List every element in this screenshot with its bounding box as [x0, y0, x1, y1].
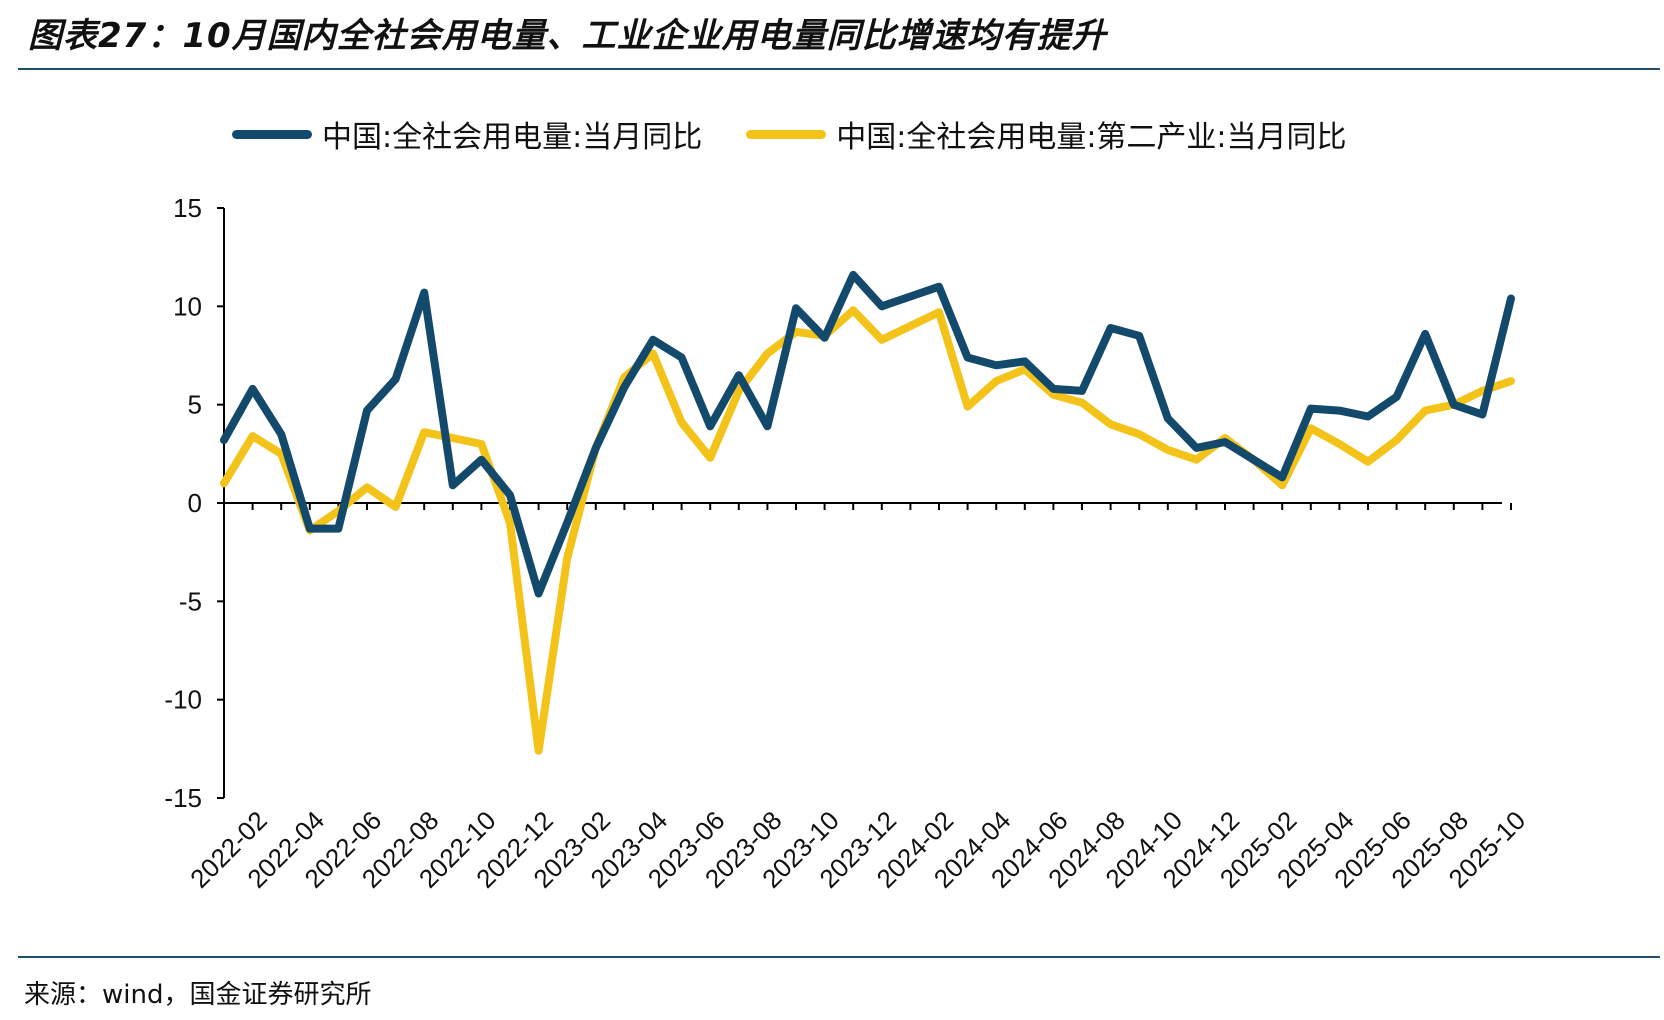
- series-line-total: [220, 270, 1515, 598]
- legend-label-total: 中国:全社会用电量:当月同比: [322, 120, 703, 155]
- source-note: 来源：wind，国金证券研究所: [24, 980, 372, 1010]
- y-tick-label: -10: [164, 685, 202, 715]
- y-tick-label: 5: [188, 390, 202, 420]
- legend-swatch-secondary-industry: [746, 129, 827, 139]
- y-tick-label: 10: [173, 291, 202, 321]
- y-tick-label: -15: [164, 783, 202, 813]
- legend: 中国:全社会用电量:当月同比 中国:全社会用电量:第二产业:当月同比: [232, 112, 1391, 156]
- y-tick-label: -5: [179, 586, 202, 616]
- chart-title: 图表27：10月国内全社会用电量、工业企业用电量同比增速均有提升: [28, 16, 1107, 56]
- legend-item-secondary-industry: 中国:全社会用电量:第二产业:当月同比: [746, 112, 1347, 156]
- y-tick-label: 0: [188, 488, 202, 518]
- legend-item-total: 中国:全社会用电量:当月同比: [232, 112, 702, 156]
- bottom-divider: [18, 956, 1660, 958]
- y-tick-label: 15: [173, 193, 202, 223]
- top-divider: [18, 68, 1660, 70]
- legend-swatch-total: [232, 129, 312, 139]
- series-line-secondary-industry: [220, 306, 1515, 755]
- legend-label-secondary-industry: 中国:全社会用电量:第二产业:当月同比: [836, 120, 1347, 155]
